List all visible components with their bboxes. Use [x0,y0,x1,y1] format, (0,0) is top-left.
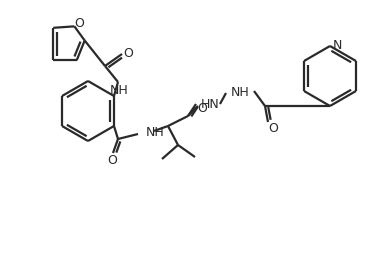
Text: O: O [268,122,278,135]
Text: NH: NH [146,125,165,138]
Text: O: O [107,154,117,167]
Text: O: O [123,46,133,59]
Text: NH: NH [230,85,249,98]
Text: N: N [332,38,342,51]
Text: NH: NH [110,83,128,96]
Text: O: O [74,17,84,30]
Text: HN: HN [201,98,220,111]
Text: O: O [197,102,207,115]
